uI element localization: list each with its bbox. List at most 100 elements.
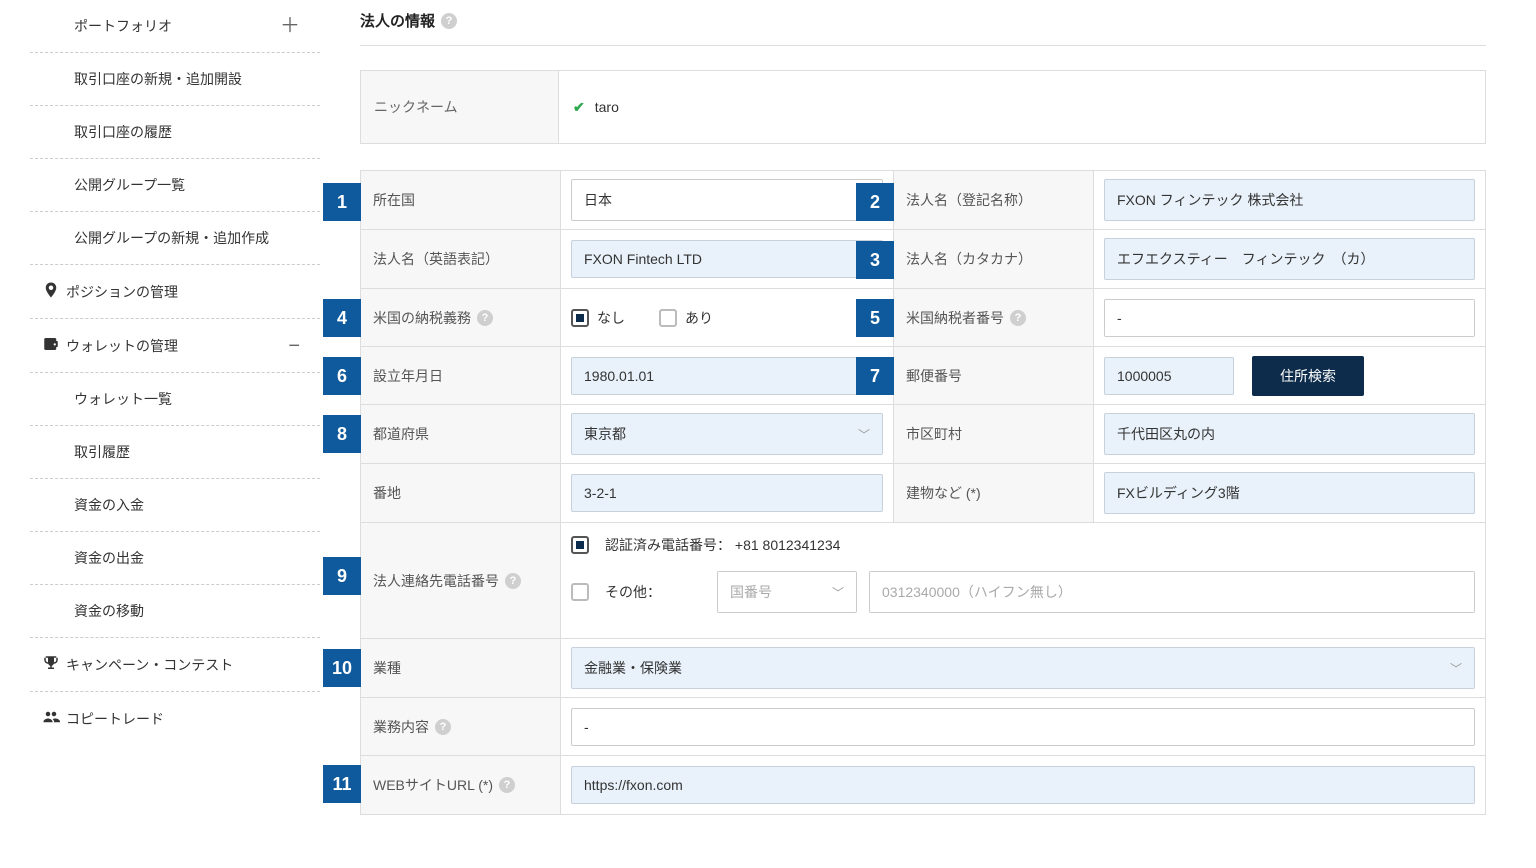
help-icon[interactable]: ? [505, 573, 521, 589]
sidebar-label: キャンペーン・コンテスト [66, 655, 300, 675]
sidebar-label: 取引口座の履歴 [74, 122, 300, 142]
sidebar-label: 資金の移動 [74, 601, 300, 621]
label-corp-name: 法人名（登記名称） [894, 171, 1094, 229]
label-website: WEBサイトURL (*) ? [361, 756, 561, 814]
pin-icon [42, 281, 66, 302]
section-title-text: 法人の情報 [360, 10, 435, 31]
input-other-phone[interactable]: 0312340000（ハイフン無し） [869, 571, 1475, 613]
main-content: 法人の情報 ? ニックネーム ✔ taro 1 2 3 4 5 6 7 8 9 … [320, 0, 1536, 835]
badge-1: 1 [323, 183, 361, 221]
sidebar-item-new-account[interactable]: 取引口座の新規・追加開設 [30, 53, 320, 106]
checkbox-box-icon [659, 309, 677, 327]
label-us-tax: 米国の納税義務 ? [361, 289, 561, 346]
badge-9: 9 [323, 557, 361, 595]
label-corp-name-en: 法人名（英語表記） [361, 230, 561, 288]
corporate-form: 1 2 3 4 5 6 7 8 9 10 11 所在国 日本 法人名（登記名称）… [360, 170, 1486, 815]
nickname-row: ニックネーム ✔ taro [360, 70, 1486, 144]
chevron-down-icon: ﹀ [1450, 660, 1462, 677]
select-prefecture[interactable]: 東京都 ﹀ [571, 413, 883, 455]
badge-6: 6 [323, 357, 361, 395]
sidebar-item-campaign[interactable]: キャンペーン・コンテスト [30, 638, 320, 692]
check-icon: ✔ [573, 99, 585, 116]
nickname-value: ✔ taro [559, 71, 1485, 143]
minus-icon[interactable]: − [288, 336, 300, 356]
input-website[interactable]: https://fxon.com [571, 766, 1475, 804]
checkbox-box-icon [571, 583, 589, 601]
checkbox-other-phone[interactable] [571, 583, 589, 601]
label-prefecture: 都道府県 [361, 405, 561, 463]
sidebar-label: 取引履歴 [74, 442, 300, 462]
help-icon[interactable]: ? [441, 13, 457, 29]
sidebar-item-portfolio[interactable]: ポートフォリオ ＋ [30, 0, 320, 53]
input-building[interactable]: FXビルディング3階 [1104, 472, 1475, 514]
plus-icon[interactable]: ＋ [280, 16, 300, 36]
label-building: 建物など (*) [894, 464, 1094, 522]
sidebar-item-public-groups[interactable]: 公開グループ一覧 [30, 159, 320, 212]
label-corp-name-kana: 法人名（カタカナ） [894, 230, 1094, 288]
label-postal: 郵便番号 [894, 347, 1094, 404]
sidebar-label: ウォレットの管理 [66, 336, 288, 356]
label-phone: 法人連絡先電話番号 ? [361, 523, 561, 638]
help-icon[interactable]: ? [1010, 310, 1026, 326]
sidebar-label: 資金の入金 [74, 495, 300, 515]
help-icon[interactable]: ? [435, 719, 451, 735]
sidebar: ポートフォリオ ＋ 取引口座の新規・追加開設 取引口座の履歴 公開グループ一覧 … [0, 0, 320, 835]
label-industry: 業種 [361, 639, 561, 697]
sidebar-label: ポジションの管理 [66, 282, 300, 302]
checkbox-us-tax-yes[interactable]: あり [659, 308, 713, 328]
badge-10: 10 [323, 649, 361, 687]
sidebar-label: 取引口座の新規・追加開設 [74, 69, 300, 89]
phone-block: 認証済み電話番号： +81 8012341234 その他： 国番号 ﹀ [561, 523, 1485, 638]
other-label: その他： [605, 582, 705, 602]
checkbox-box-icon [571, 536, 589, 554]
input-business-content[interactable]: - [571, 708, 1475, 746]
input-us-taxpayer-id[interactable]: - [1104, 299, 1475, 337]
trophy-icon [42, 654, 66, 675]
verified-phone-label: 認証済み電話番号： +81 8012341234 [605, 535, 840, 555]
help-icon[interactable]: ? [477, 310, 493, 326]
badge-3: 3 [856, 241, 894, 279]
label-founded: 設立年月日 [361, 347, 561, 404]
input-corp-name[interactable]: FXON フィンテック 株式会社 [1104, 179, 1475, 221]
sidebar-label: コピートレード [66, 709, 300, 729]
wallet-icon [42, 335, 66, 356]
badge-5: 5 [856, 299, 894, 337]
input-corp-name-en[interactable]: FXON Fintech LTD [571, 240, 883, 278]
sidebar-label: ポートフォリオ [74, 16, 280, 36]
checkbox-us-tax-no[interactable]: なし [571, 308, 625, 328]
sidebar-item-copytrade[interactable]: コピートレード [30, 692, 320, 745]
label-street: 番地 [361, 464, 561, 522]
label-us-taxpayer-id: 米国納税者番号 ? [894, 289, 1094, 346]
sidebar-item-wallet-list[interactable]: ウォレット一覧 [30, 373, 320, 426]
label-business-content: 業務内容 ? [361, 698, 561, 755]
sidebar-label: 公開グループ一覧 [74, 175, 300, 195]
badge-7: 7 [856, 357, 894, 395]
nickname-label: ニックネーム [361, 71, 559, 143]
sidebar-item-position-mgmt[interactable]: ポジションの管理 [30, 265, 320, 319]
select-industry[interactable]: 金融業・保険業 ﹀ [571, 647, 1475, 689]
sidebar-item-account-history[interactable]: 取引口座の履歴 [30, 106, 320, 159]
input-founded[interactable]: 1980.01.01 [571, 357, 883, 395]
address-search-button[interactable]: 住所検索 [1252, 356, 1364, 396]
sidebar-item-public-groups-new[interactable]: 公開グループの新規・追加作成 [30, 212, 320, 265]
nickname-text: taro [595, 99, 619, 115]
badge-4: 4 [323, 299, 361, 337]
label-country: 所在国 [361, 171, 561, 229]
sidebar-item-wallet-mgmt[interactable]: ウォレットの管理 − [30, 319, 320, 373]
sidebar-item-transfer[interactable]: 資金の移動 [30, 585, 320, 638]
input-postal[interactable]: 1000005 [1104, 357, 1234, 395]
sidebar-item-withdraw[interactable]: 資金の出金 [30, 532, 320, 585]
help-icon[interactable]: ? [499, 777, 515, 793]
people-icon [42, 708, 66, 729]
input-country[interactable]: 日本 [571, 179, 883, 221]
chevron-down-icon: ﹀ [858, 426, 870, 443]
select-country-code[interactable]: 国番号 ﹀ [717, 571, 857, 613]
input-corp-name-kana[interactable]: エフエクスティー フィンテック （カ） [1104, 238, 1475, 280]
input-city[interactable]: 千代田区丸の内 [1104, 413, 1475, 455]
label-city: 市区町村 [894, 405, 1094, 463]
input-street[interactable]: 3-2-1 [571, 474, 883, 512]
sidebar-item-deposit[interactable]: 資金の入金 [30, 479, 320, 532]
sidebar-item-tx-history[interactable]: 取引履歴 [30, 426, 320, 479]
checkbox-verified-phone[interactable] [571, 536, 589, 554]
badge-2: 2 [856, 183, 894, 221]
